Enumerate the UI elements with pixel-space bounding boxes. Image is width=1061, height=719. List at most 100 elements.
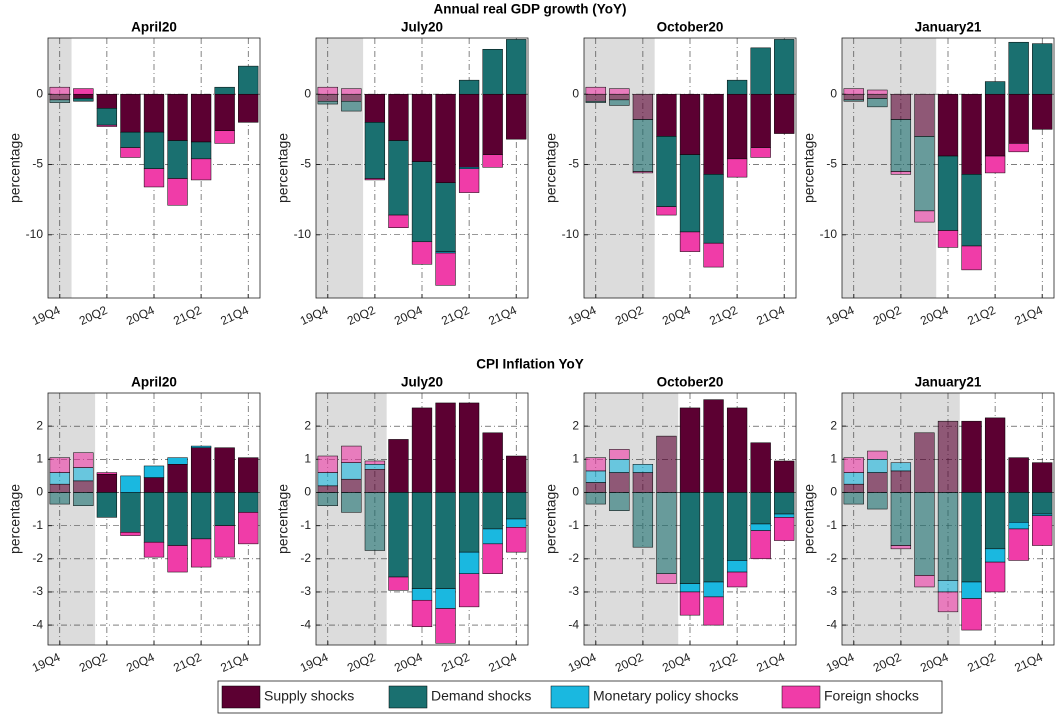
bar-segment xyxy=(774,39,795,95)
bar-segment xyxy=(482,93,503,155)
bar-segment xyxy=(843,457,864,473)
bar-segment xyxy=(656,93,677,137)
bar-segment xyxy=(937,420,959,493)
bar-segment xyxy=(73,88,94,95)
x-tick-label: 19Q4 xyxy=(298,650,331,675)
bar-segment xyxy=(96,124,118,127)
bar-segment xyxy=(703,93,724,175)
x-tick-label: 19Q4 xyxy=(824,650,857,675)
bar-segment xyxy=(458,402,480,493)
bar-segment xyxy=(890,171,912,175)
bar-segment xyxy=(167,140,188,179)
x-tick-label: 21Q4 xyxy=(486,650,519,675)
bar-segment xyxy=(120,532,141,536)
y-tick-label: -3 xyxy=(826,584,837,598)
axes-box xyxy=(315,392,529,646)
bar-segment xyxy=(411,588,433,601)
y-tick-label: 2 xyxy=(830,418,837,432)
bar-segment xyxy=(632,119,654,172)
bar-segment xyxy=(914,136,935,212)
x-tick-label: 19Q4 xyxy=(824,303,857,328)
bar-segment xyxy=(364,492,386,551)
bar-segment xyxy=(143,465,165,478)
x-tick-label: 20Q2 xyxy=(345,303,378,328)
bar-segment xyxy=(190,93,212,143)
bar-segment xyxy=(843,99,864,102)
bar-segment xyxy=(341,100,362,112)
x-tick-label: 20Q4 xyxy=(918,303,951,328)
bar-segment xyxy=(703,492,724,583)
bar-segment xyxy=(190,141,212,160)
x-tick-label: 21Q2 xyxy=(965,303,998,328)
y-axis-label: percentage xyxy=(7,133,23,203)
bar-segment xyxy=(937,580,959,593)
bar-segment xyxy=(435,93,456,184)
bar-segment xyxy=(585,93,606,102)
subplot: October20 -10 -5 0 19Q4 20Q2 20Q4 21Q2 21Q4 perce… xyxy=(543,20,797,328)
legend: Supply shocks Demand shocks Monetary polic… xyxy=(217,680,943,714)
bar-segment xyxy=(167,178,188,206)
bar-segment xyxy=(609,459,630,473)
bar-segment xyxy=(843,492,864,505)
y-axis-label: percentage xyxy=(543,133,559,203)
bar-segment xyxy=(703,581,724,598)
bar-segment xyxy=(961,598,982,631)
bar-segment xyxy=(890,545,912,550)
bar-segment xyxy=(890,93,912,120)
bar-segment xyxy=(609,492,630,511)
y-tick-label: -3 xyxy=(32,584,43,598)
x-tick-label: 20Q4 xyxy=(124,650,157,675)
axes-box xyxy=(583,392,797,646)
y-tick-label: -10 xyxy=(294,227,312,241)
bar-segment xyxy=(341,462,362,480)
x-tick-label: 21Q4 xyxy=(486,303,519,328)
bar-segment xyxy=(435,402,456,493)
bar-segment xyxy=(726,407,748,493)
y-tick-label: -2 xyxy=(32,551,43,565)
bar-segment xyxy=(867,472,888,493)
y-axis-label: percentage xyxy=(275,484,291,554)
bar-segment xyxy=(656,492,677,574)
bar-segment xyxy=(961,492,982,583)
bar-segment xyxy=(214,86,235,95)
axes-box xyxy=(47,392,261,646)
bar-segment xyxy=(49,86,70,95)
axes-box xyxy=(583,37,797,299)
subplot: Annual real GDP growth (YoY) April20 -10 -5… xyxy=(7,2,627,328)
bar-segment xyxy=(73,452,94,468)
bar-segment xyxy=(632,492,654,548)
x-tick-label: 21Q2 xyxy=(439,650,472,675)
bar-segment xyxy=(96,492,118,518)
bar-segment xyxy=(96,473,118,493)
x-tick-label: 19Q4 xyxy=(30,650,63,675)
bar-segment xyxy=(585,482,606,493)
bar-segment xyxy=(890,462,912,472)
bar-segment xyxy=(726,93,748,160)
bar-segment xyxy=(482,432,503,493)
bar-segment xyxy=(388,214,409,228)
bar-segment xyxy=(843,93,864,101)
bar-segment xyxy=(867,93,888,99)
y-tick-label: 0 xyxy=(36,485,43,499)
subplot-title: October20 xyxy=(657,20,724,35)
bar-segment xyxy=(750,530,771,560)
bar-segment xyxy=(388,492,409,578)
bar-segment xyxy=(190,492,212,540)
legend-swatch xyxy=(781,685,821,709)
bar-segment xyxy=(914,93,935,137)
bar-segment xyxy=(482,543,503,574)
bar-segment xyxy=(238,492,259,513)
bar-segment xyxy=(317,472,338,487)
x-tick-label: 20Q2 xyxy=(613,303,646,328)
bar-segment xyxy=(984,81,1006,95)
y-tick-label: 0 xyxy=(830,485,837,499)
legend-label: Monetary policy shocks xyxy=(593,688,739,704)
axes-box xyxy=(841,37,1055,299)
bar-segment xyxy=(190,158,212,181)
x-tick-label: 19Q4 xyxy=(566,650,599,675)
bar-segment xyxy=(458,93,480,168)
bar-segment xyxy=(984,561,1006,593)
y-tick-label: -4 xyxy=(300,617,311,631)
bar-segment xyxy=(843,88,864,95)
x-tick-label: 20Q2 xyxy=(871,303,904,328)
